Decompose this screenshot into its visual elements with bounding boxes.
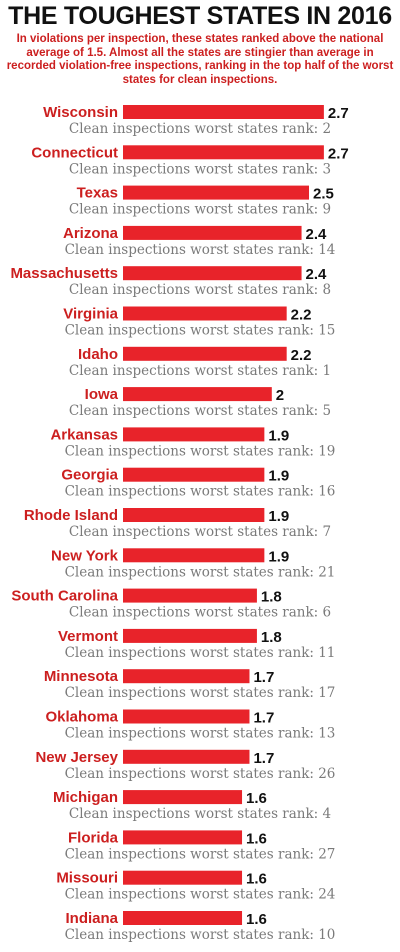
state-label: Vermont (58, 628, 118, 645)
state-label: Texas (77, 185, 118, 202)
rank-note: Clean inspections worst states rank: 6 (69, 605, 331, 621)
rank-note: Clean inspections worst states rank: 11 (65, 645, 336, 661)
bar (123, 387, 272, 402)
bar (123, 749, 250, 764)
state-label: Georgia (61, 467, 118, 484)
state-label: Indiana (65, 910, 118, 927)
bar (123, 225, 302, 240)
value-label: 1.9 (268, 508, 289, 525)
bar (123, 185, 309, 200)
value-label: 2.7 (328, 145, 349, 162)
bar (123, 709, 250, 724)
value-label: 2.4 (306, 266, 328, 283)
state-label: New York (51, 547, 119, 564)
bar (123, 548, 265, 563)
value-label: 2.5 (313, 186, 334, 203)
rank-note: Clean inspections worst states rank: 26 (65, 766, 336, 782)
state-label: Idaho (78, 346, 118, 363)
state-label: South Carolina (11, 588, 118, 605)
rank-note: Clean inspections worst states rank: 17 (65, 685, 336, 701)
rank-note: Clean inspections worst states rank: 19 (65, 443, 336, 459)
state-label: Massachusetts (10, 265, 118, 282)
state-label: Rhode Island (24, 507, 118, 524)
bar (123, 588, 257, 603)
bar (123, 306, 287, 321)
state-label: Virginia (63, 306, 118, 323)
value-label: 1.9 (268, 427, 289, 444)
value-label: 1.8 (261, 589, 282, 606)
state-label: Arkansas (50, 426, 118, 443)
chart-title: THE TOUGHEST STATES IN 2016 (8, 2, 392, 30)
state-label: Oklahoma (45, 709, 118, 726)
rank-note: Clean inspections worst states rank: 21 (65, 564, 336, 580)
state-label: New Jersey (35, 749, 118, 766)
rank-note: Clean inspections worst states rank: 9 (69, 202, 331, 218)
rank-note: Clean inspections worst states rank: 4 (69, 806, 331, 822)
bar (123, 628, 257, 643)
bar (123, 790, 243, 805)
state-label: Missouri (56, 870, 118, 887)
state-label: Wisconsin (43, 104, 118, 121)
rank-note: Clean inspections worst states rank: 14 (65, 242, 336, 258)
rank-note: Clean inspections worst states rank: 5 (69, 403, 331, 419)
state-label: Florida (68, 829, 119, 846)
rank-note: Clean inspections worst states rank: 16 (65, 484, 336, 500)
chart-subtitle: In violations per inspection, these stat… (6, 33, 394, 86)
bar (123, 508, 265, 522)
rank-note: Clean inspections worst states rank: 15 (65, 323, 336, 339)
rank-note: Clean inspections worst states rank: 24 (65, 887, 336, 903)
bar (123, 911, 243, 925)
state-label: Minnesota (44, 668, 119, 685)
value-label: 1.8 (261, 629, 282, 646)
value-label: 1.6 (246, 871, 267, 888)
rank-note: Clean inspections worst states rank: 3 (69, 161, 331, 177)
bar (123, 467, 265, 482)
bar (123, 145, 324, 160)
value-label: 2.2 (291, 307, 312, 324)
bar (123, 266, 302, 281)
rank-note: Clean inspections worst states rank: 27 (65, 846, 336, 862)
rank-note: Clean inspections worst states rank: 10 (65, 927, 336, 943)
bar (123, 669, 250, 684)
value-label: 1.9 (268, 548, 289, 565)
rank-note: Clean inspections worst states rank: 13 (65, 726, 336, 742)
value-label: 2.2 (291, 347, 312, 364)
state-label: Arizona (63, 225, 119, 242)
bar (123, 105, 324, 119)
value-label: 1.7 (253, 669, 274, 686)
value-label: 2 (276, 387, 284, 404)
state-label: Connecticut (31, 144, 118, 161)
bar (123, 870, 243, 885)
rank-note: Clean inspections worst states rank: 8 (69, 282, 331, 298)
rank-note: Clean inspections worst states rank: 2 (69, 121, 331, 137)
rank-note: Clean inspections worst states rank: 7 (69, 524, 331, 540)
value-label: 2.4 (306, 226, 328, 243)
rank-note: Clean inspections worst states rank: 1 (69, 363, 331, 379)
bar (123, 427, 265, 442)
value-label: 2.7 (328, 105, 349, 122)
value-label: 1.7 (253, 710, 274, 727)
value-label: 1.7 (253, 750, 274, 767)
value-label: 1.9 (268, 468, 289, 485)
bar (123, 346, 287, 361)
state-label: Michigan (53, 789, 118, 806)
bar (123, 830, 243, 845)
value-label: 1.6 (246, 790, 267, 807)
state-label: Iowa (85, 386, 119, 403)
value-label: 1.6 (246, 911, 267, 928)
value-label: 1.6 (246, 830, 267, 847)
